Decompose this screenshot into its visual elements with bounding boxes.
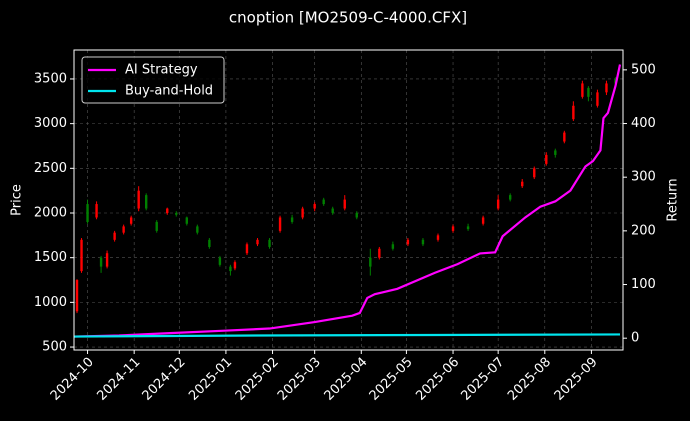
- candle-body: [99, 257, 103, 267]
- candle-body: [245, 244, 249, 254]
- candle-body: [481, 217, 485, 224]
- y2-tick-label: 0: [631, 331, 639, 346]
- candle-body: [545, 154, 548, 164]
- y-tick-label: 1000: [34, 295, 67, 310]
- candle-body: [581, 83, 584, 97]
- chart-title: cnoption [MO2509-C-4000.CFX]: [229, 9, 467, 27]
- y-tick-label: 2500: [34, 161, 67, 176]
- candle-body: [563, 132, 566, 142]
- y2-tick-label: 300: [631, 170, 656, 185]
- candle-body: [80, 239, 83, 272]
- candle-body: [129, 217, 133, 224]
- candle-body: [175, 213, 178, 215]
- candle-body: [496, 199, 500, 209]
- candle-body: [95, 204, 98, 218]
- candle-body: [113, 232, 116, 240]
- candle-body: [86, 204, 89, 222]
- y2-tick-label: 100: [631, 277, 656, 292]
- candle-body: [554, 150, 557, 155]
- candle-body: [278, 217, 282, 231]
- y-tick-label: 3000: [34, 116, 67, 131]
- line-series: [73, 64, 622, 338]
- candle-body: [508, 195, 512, 200]
- y-tick-label: 1500: [34, 250, 67, 265]
- candle-body: [218, 257, 222, 265]
- candle-body: [122, 226, 125, 233]
- candle-body: [229, 266, 232, 272]
- candle-body: [256, 239, 259, 245]
- candle-body: [233, 262, 237, 269]
- candle-body: [406, 239, 410, 245]
- candle-body: [75, 280, 79, 312]
- candle-body: [144, 195, 148, 209]
- candle-body: [466, 226, 470, 230]
- y2-axis-label: Return: [666, 178, 681, 221]
- candle-body: [596, 92, 599, 106]
- candle-body: [421, 239, 425, 245]
- y-tick-label: 500: [42, 340, 67, 355]
- candle-body: [521, 181, 524, 187]
- candle-body: [605, 83, 608, 93]
- candle-body: [391, 244, 395, 249]
- candle-body: [533, 168, 536, 178]
- y-tick-label: 3500: [34, 71, 67, 86]
- legend-label: Buy-and-Hold: [125, 84, 213, 99]
- y2-tick-label: 500: [631, 62, 656, 77]
- candle-body: [268, 239, 271, 247]
- candle-body: [436, 235, 440, 240]
- candle-body: [378, 248, 381, 258]
- y2-tick-label: 200: [631, 223, 656, 238]
- candle-body: [369, 257, 372, 267]
- candle-body: [355, 213, 358, 218]
- candle-body: [137, 190, 140, 209]
- candle-body: [105, 253, 109, 267]
- candle-body: [185, 217, 189, 224]
- candle-body: [331, 208, 334, 214]
- y-tick-label: 2000: [34, 206, 67, 221]
- candle-body: [572, 105, 575, 120]
- plot-frame: [73, 49, 624, 351]
- candle-body: [196, 226, 199, 233]
- candle-body: [166, 208, 169, 214]
- y2-tick-label: 400: [631, 116, 656, 131]
- line-series: [73, 333, 620, 338]
- candle-body: [322, 199, 325, 205]
- y-axis-label: Price: [10, 184, 25, 216]
- candle-body: [313, 204, 316, 209]
- candle-body: [301, 208, 304, 218]
- legend-box: [81, 56, 225, 104]
- candle-body: [343, 199, 346, 209]
- candle-body: [587, 87, 590, 97]
- candle-body: [208, 239, 211, 247]
- candle-body: [155, 221, 158, 231]
- legend-label: AI Strategy: [125, 63, 198, 78]
- candle-body: [451, 226, 455, 231]
- candle-body: [290, 217, 294, 222]
